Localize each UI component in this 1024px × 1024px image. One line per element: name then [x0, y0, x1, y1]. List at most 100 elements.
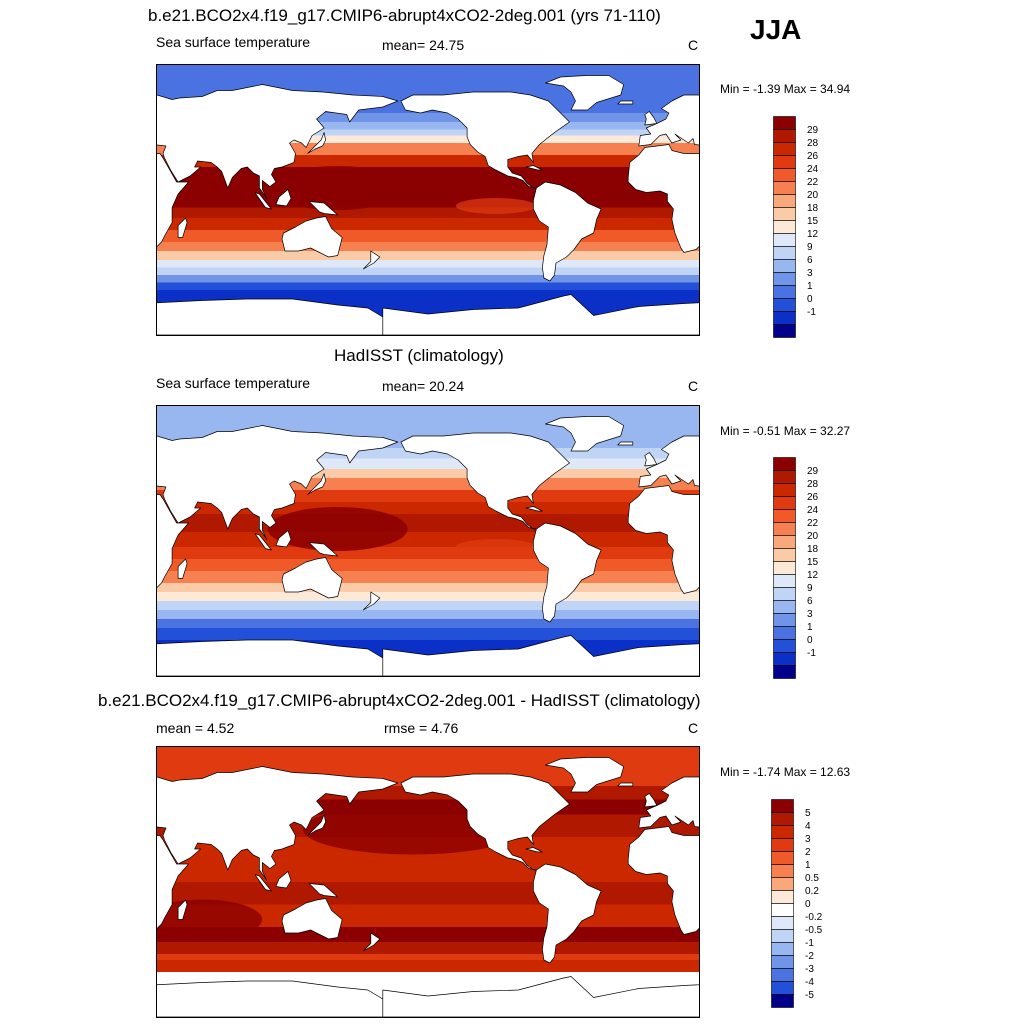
- field-band: [157, 942, 699, 955]
- panel2-map: [156, 405, 700, 677]
- field-band: [157, 547, 699, 560]
- land-australia: [281, 557, 343, 599]
- land-eurasia: [157, 766, 699, 881]
- colorbar-tick-label: -0.5: [805, 925, 823, 936]
- land-eurasia: [157, 84, 699, 199]
- field-band: [157, 185, 699, 208]
- land-madagascar: [177, 558, 188, 579]
- colorbar-box: [771, 890, 794, 904]
- land-greenland: [545, 416, 625, 452]
- panel1-units: C: [688, 37, 699, 53]
- colorbar-tick-label: 12: [807, 570, 819, 581]
- land-north-america: [400, 91, 570, 189]
- colorbar-tick-label: 20: [807, 190, 819, 201]
- land-cuba: [525, 506, 543, 512]
- colorbar-box: [773, 535, 796, 549]
- land-borneo: [275, 871, 292, 889]
- land-sumatra: [254, 192, 272, 210]
- land-japan: [307, 814, 326, 836]
- land-japan: [307, 132, 326, 154]
- colorbar-box: [771, 994, 794, 1008]
- colorbar-tick-label: 9: [807, 242, 813, 253]
- colorbar-tick-label: 1: [807, 622, 813, 633]
- land-antarctica: [157, 294, 699, 335]
- colorbar-tick-label: 6: [807, 255, 813, 266]
- colorbar-box: [773, 246, 796, 260]
- colorbar-tick-label: 20: [807, 531, 819, 542]
- land-africa: [157, 144, 699, 253]
- land-north-america: [400, 773, 570, 871]
- warm-pool: [267, 507, 408, 551]
- land-south-america: [533, 522, 602, 623]
- panel3-minmax: Min = -1.74 Max = 12.63: [720, 765, 851, 779]
- colorbar-box: [771, 955, 794, 969]
- land-greenland: [545, 75, 625, 111]
- colorbar-box: [771, 968, 794, 982]
- land-borneo: [275, 189, 292, 207]
- field-band: [157, 954, 699, 961]
- field-band: [157, 448, 699, 459]
- field-band: [157, 122, 699, 130]
- land-new-zealand: [362, 250, 381, 270]
- colorbar-tick-label: 0.5: [805, 873, 819, 884]
- panel3-rmse: rmse = 4.76: [384, 720, 459, 736]
- land-madagascar: [177, 217, 188, 238]
- colorbar-tick-label: 12: [807, 229, 819, 240]
- colorbar-box: [773, 116, 796, 130]
- colorbar-tick-label: 2: [805, 847, 811, 858]
- colorbar-svg: 29 28 26 24 22 20 18 15 12 9 6 3 1 0 -1: [773, 457, 819, 679]
- land-british-isles: [644, 111, 658, 126]
- field-band: [157, 267, 699, 276]
- colorbar-tick-label: 28: [807, 138, 819, 149]
- colorbar-box: [771, 981, 794, 995]
- land-japan: [307, 473, 326, 495]
- colorbar-box: [771, 838, 794, 852]
- field-band: [157, 502, 699, 515]
- field-band: [157, 571, 699, 584]
- colorbar-tick-label: 5: [805, 808, 811, 819]
- colorbar-tick-label: 6: [807, 596, 813, 607]
- land-sumatra: [254, 874, 272, 892]
- panel1-colorbar: 29 28 26 24 22 20 18 15 12 9 6 3 1 0 -1: [773, 116, 833, 339]
- warm-pool: [267, 166, 408, 210]
- land-greenland: [545, 757, 625, 793]
- colorbar-box: [773, 168, 796, 182]
- colorbar-tick-label: 28: [807, 479, 819, 490]
- field-band: [157, 583, 699, 593]
- land-antarctica: [157, 635, 699, 676]
- colorbar-tick-label: -1: [805, 938, 814, 949]
- colorbar-tick-label: 0: [805, 899, 811, 910]
- colorbar-box: [771, 825, 794, 839]
- colorbar-tick-label: 3: [807, 268, 813, 279]
- colorbar-box: [773, 483, 796, 497]
- colorbar-tick-label: -3: [805, 964, 814, 975]
- colorbar-tick-label: 15: [807, 216, 819, 227]
- land-sumatra: [254, 533, 272, 551]
- land-south-america: [533, 181, 602, 282]
- land-south-america: [533, 863, 602, 964]
- colorbar-box: [773, 613, 796, 627]
- colorbar-box: [773, 324, 796, 338]
- field-band: [157, 230, 699, 243]
- panel1-left-label: Sea surface temperature: [156, 34, 311, 50]
- field-band: [157, 469, 699, 479]
- colorbar-box: [773, 194, 796, 208]
- colorbar-box: [771, 877, 794, 891]
- colorbar-box: [773, 496, 796, 510]
- field-band: [157, 559, 699, 572]
- colorbar-box: [773, 220, 796, 234]
- field-band: [157, 458, 699, 470]
- colorbar-tick-label: 22: [807, 177, 819, 188]
- colorbar-box: [773, 665, 796, 679]
- land-new-guinea: [308, 883, 339, 898]
- field-band: [157, 514, 699, 533]
- colorbar-tick-label: 0: [807, 294, 813, 305]
- colorbar-box: [773, 457, 796, 471]
- field-band: [157, 628, 699, 641]
- field-band: [157, 135, 699, 144]
- colorbar-box: [773, 272, 796, 286]
- land-africa: [157, 485, 699, 594]
- land-new-guinea: [308, 201, 339, 216]
- land-iceland: [617, 782, 634, 787]
- colorbar-tick-label: 1: [805, 860, 811, 871]
